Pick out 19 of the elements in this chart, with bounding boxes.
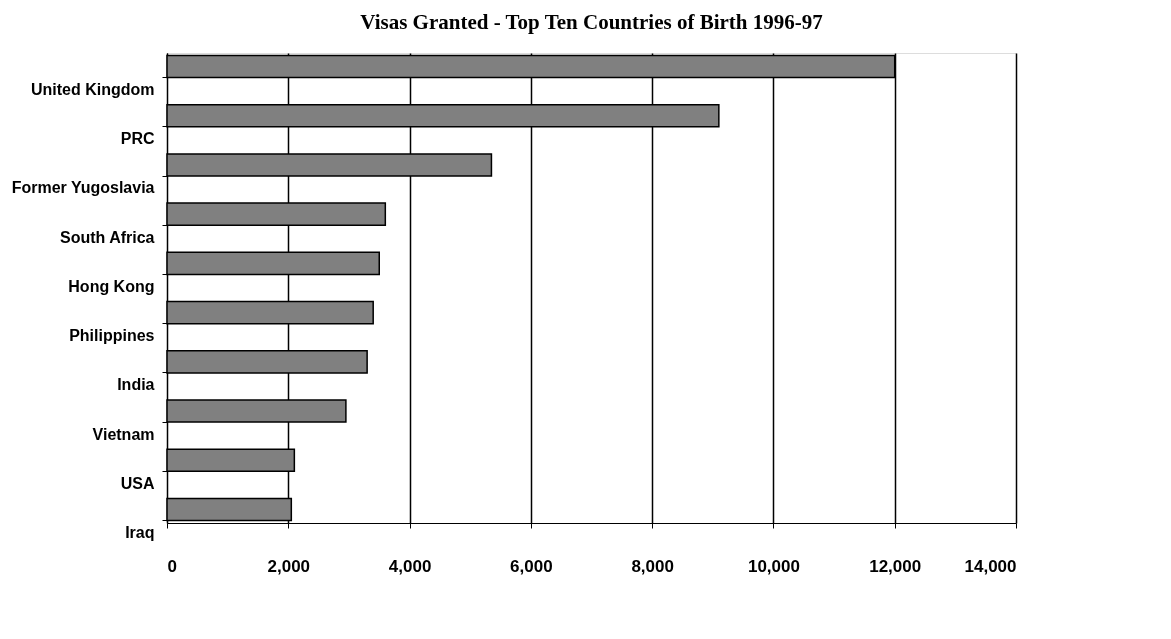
y-tick-label: PRC	[120, 130, 155, 148]
y-tick-label: Vietnam	[92, 425, 155, 443]
y-tick-label: South Africa	[59, 228, 155, 246]
y-tick-label: USA	[120, 474, 155, 492]
y-tick-label: Iraq	[125, 523, 155, 541]
y-tick-label: Former Yugoslavia	[11, 179, 155, 197]
x-tick-label: 10,000	[747, 556, 800, 576]
y-tick-label: Philippines	[69, 327, 155, 345]
y-tick-label: India	[117, 376, 155, 394]
x-tick-label: 2,000	[267, 556, 311, 576]
x-tick-label: 8,000	[631, 556, 674, 576]
x-tick-label: 0	[167, 556, 177, 576]
x-tick-label: 4,000	[388, 556, 432, 576]
y-tick-label: United Kingdom	[30, 81, 155, 99]
y-tick-label: Hong Kong	[68, 277, 155, 295]
x-tick-label: 6,000	[510, 556, 553, 576]
x-tick-label: 12,000	[869, 556, 922, 576]
x-tick-label: 14,000	[964, 556, 1017, 576]
chart-title: Visas Granted - Top Ten Countries of Birth 1996-97	[360, 10, 823, 34]
